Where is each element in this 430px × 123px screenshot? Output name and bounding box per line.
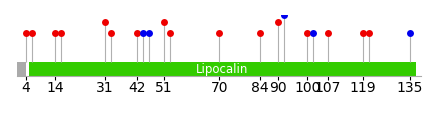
FancyBboxPatch shape xyxy=(17,62,26,76)
FancyBboxPatch shape xyxy=(29,62,415,76)
Text: Lipocalin: Lipocalin xyxy=(196,62,249,76)
